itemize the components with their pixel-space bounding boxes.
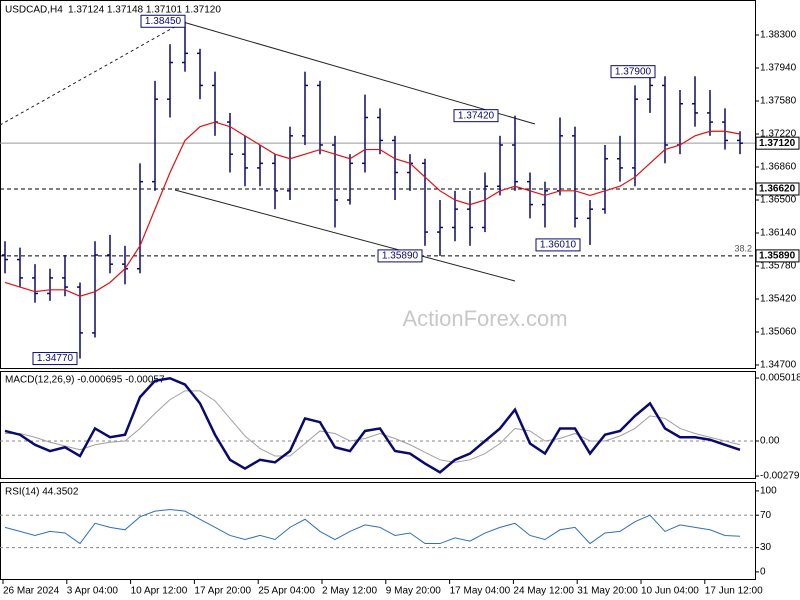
level-label: 1.35890: [759, 251, 796, 262]
rsi-panel: [0, 482, 756, 580]
x-tick-label: 24 May 12:00: [513, 586, 574, 597]
y-tick-label: 0.00: [760, 436, 780, 447]
annotation-label: 1.35890: [382, 251, 419, 262]
x-tick-label: 17 May 04:00: [450, 586, 511, 597]
y-tick-label: 1.37220: [760, 129, 797, 140]
channel-top: [182, 21, 536, 125]
x-tick-label: 17 Jun 12:00: [705, 586, 763, 597]
annotation-label: 1.37420: [458, 110, 495, 121]
y-tick-label: -0.002795: [760, 471, 800, 482]
channel-bottom: [174, 189, 516, 282]
level-label: 1.36620: [759, 184, 796, 195]
y-tick-label: 1.38300: [760, 30, 797, 41]
y-tick-label: 1.37580: [760, 96, 797, 107]
annotation-box: [535, 238, 581, 252]
x-tick-label: 10 Jun 04:00: [641, 586, 699, 597]
x-tick-label: 26 Mar 2024: [3, 586, 60, 597]
rsi-title: RSI(14) 44.3502: [5, 487, 79, 498]
annotation-label: 1.37900: [615, 66, 652, 77]
trend-line: [0, 24, 179, 126]
y-tick-label: 1.35060: [760, 327, 797, 338]
y-tick-label: 100: [760, 486, 777, 497]
y-tick-label: 1.35780: [760, 261, 797, 272]
chart-title: USDCAD,H4: [5, 5, 63, 16]
y-tick-label: 0.005018: [760, 373, 800, 384]
y-tick-label: 1.36140: [760, 228, 797, 239]
y-tick-label: 0: [760, 567, 766, 578]
level-box: [755, 249, 800, 263]
chart-subtitle: 1.37124 1.37148 1.37101 1.37120: [68, 5, 221, 16]
annotation-box: [453, 109, 499, 123]
y-tick-label: 30: [760, 542, 772, 553]
fib-label: 38.2: [734, 243, 752, 253]
y-tick-label: 1.37940: [760, 63, 797, 74]
macd-title: MACD(12,26,9) -0.000695 -0.00057: [5, 375, 165, 386]
x-tick-label: 9 May 20:00: [386, 586, 441, 597]
y-tick-label: 1.34700: [760, 360, 797, 371]
x-tick-label: 25 Apr 04:00: [258, 586, 315, 597]
level-box: [755, 136, 800, 150]
annotation-box: [610, 65, 656, 79]
y-tick-label: 1.35420: [760, 294, 797, 305]
level-label: 1.37120: [759, 138, 796, 149]
macd-panel: [0, 371, 756, 479]
watermark: ActionForex.com: [402, 306, 567, 331]
y-tick-label: 1.36860: [760, 162, 797, 173]
y-tick-label: 70: [760, 510, 772, 521]
annotation-label: 1.34770: [37, 353, 74, 364]
annotation-box: [140, 14, 186, 28]
x-tick-label: 17 Apr 20:00: [194, 586, 251, 597]
annotation-label: 1.38450: [145, 16, 182, 27]
y-tick-label: 1.36500: [760, 195, 797, 206]
level-box: [755, 182, 800, 196]
x-tick-label: 2 May 12:00: [322, 586, 377, 597]
x-tick-label: 31 May 20:00: [577, 586, 638, 597]
annotation-label: 1.36010: [540, 240, 577, 251]
series-line: [5, 390, 741, 463]
annotation-box: [32, 352, 78, 366]
x-tick-label: 10 Apr 12:00: [131, 586, 188, 597]
series-line: [4, 509, 741, 545]
moving-average: [4, 121, 741, 297]
series-line: [4, 376, 741, 474]
annotation-box: [377, 249, 423, 263]
x-tick-label: 3 Apr 04:00: [67, 586, 119, 597]
